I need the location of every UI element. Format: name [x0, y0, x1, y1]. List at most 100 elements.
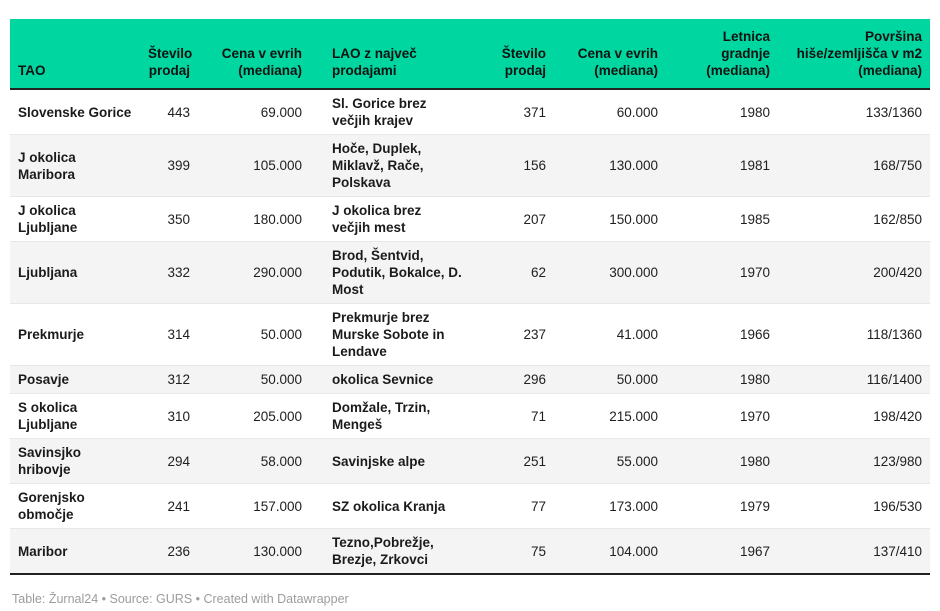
table-cell: Savinjske alpe — [310, 438, 470, 484]
table-cell: 443 — [167, 104, 190, 120]
table-cell: 156 — [470, 134, 554, 197]
table-cell: 241 — [140, 483, 198, 529]
table-cell: 137/410 — [778, 528, 930, 575]
table-cell: 60.000 — [616, 104, 658, 120]
table-cell: 50.000 — [554, 365, 666, 394]
table-cell: 300.000 — [554, 241, 666, 304]
table-cell: Gorenjsko območje — [10, 483, 140, 529]
table-cell: 180.000 — [198, 196, 310, 242]
table-cell: S okolica Ljubljane — [10, 393, 140, 439]
table-cell: Tezno,Pobrežje, Brezje, Zrkovci — [310, 528, 470, 575]
table-cell: J okolica Ljubljane — [10, 196, 140, 242]
column-header: TAO — [10, 19, 140, 90]
table-cell: Prekmurje — [10, 303, 140, 366]
table-cell: Hoče, Duplek, Miklavž, Rače, Polskava — [310, 134, 470, 197]
table-cell: Domžale, Trzin, Mengeš — [310, 393, 470, 439]
table-cell: Savinsjko hribovje — [10, 438, 140, 484]
table-row: Posavje 312 50.000 okolica Sevnice 296 50.000… — [10, 365, 930, 394]
column-header: Letnica gradnje (mediana) — [666, 19, 778, 90]
table-cell: 104.000 — [554, 528, 666, 575]
table-cell: 205.000 — [198, 393, 310, 439]
table-cell: 1967 — [666, 528, 778, 575]
table-cell: 116/1400 — [778, 365, 930, 394]
table-row: Savinsjko hribovje 294 58.000 Savinjske alp… — [10, 438, 930, 484]
table-cell: 71 — [470, 393, 554, 439]
table-body: Slovenske Gorice 443 69.000 Sl. Gorice brez… — [10, 89, 930, 575]
table-cell: 123/980 — [778, 438, 930, 484]
table-cell: J okolica brez večjih mest — [310, 196, 470, 242]
table-cell: 312 — [140, 365, 198, 394]
table-row: Prekmurje 314 50.000 Prekmurje brez Murske … — [10, 303, 930, 366]
table-cell: 77 — [470, 483, 554, 529]
table-cell: 296 — [470, 365, 554, 394]
table-cell: 150.000 — [554, 196, 666, 242]
table-cell: 196/530 — [778, 483, 930, 529]
table-cell: Ljubljana — [10, 241, 140, 304]
table-cell: 130.000 — [554, 134, 666, 197]
table-cell: SZ okolica Kranja — [310, 483, 470, 529]
table-cell: 69.000 — [260, 104, 302, 120]
table-cell: 173.000 — [554, 483, 666, 529]
table-row: J okolica Maribora 399 105.000 Hoče, Duplek… — [10, 134, 930, 197]
table-cell: Sl. Gorice brez večjih krajev — [332, 96, 427, 128]
column-header: LAO z največ prodajami — [310, 19, 470, 90]
table-cell: 118/1360 — [778, 303, 930, 366]
table-header: TAO Število prodaj Cena v evrih (mediana) L… — [10, 19, 930, 90]
column-header: Površina hiše/zemljišča v m2 (mediana) — [778, 19, 930, 90]
table-cell: 168/750 — [778, 134, 930, 197]
table-cell: 215.000 — [554, 393, 666, 439]
table-cell: 1970 — [666, 393, 778, 439]
table-cell: 399 — [140, 134, 198, 197]
table-cell: 1970 — [666, 241, 778, 304]
table-cell: 1966 — [666, 303, 778, 366]
table-row: Maribor 236 130.000 Tezno,Pobrežje, Brezje,… — [10, 528, 930, 575]
column-header: Število prodaj — [140, 19, 198, 90]
table-cell: Maribor — [10, 528, 140, 575]
column-header: Število prodaj — [470, 19, 554, 90]
table-cell: 198/420 — [778, 393, 930, 439]
table-cell: 332 — [140, 241, 198, 304]
table-cell: 50.000 — [198, 303, 310, 366]
table-cell: 310 — [140, 393, 198, 439]
table-cell: 1985 — [666, 196, 778, 242]
header-row: TAO Število prodaj Cena v evrih (mediana) L… — [10, 19, 930, 90]
table-cell: 207 — [470, 196, 554, 242]
table-cell: 75 — [470, 528, 554, 575]
table-cell: 237 — [470, 303, 554, 366]
table-cell: 130.000 — [198, 528, 310, 575]
table-cell: okolica Sevnice — [310, 365, 470, 394]
table-cell: 105.000 — [198, 134, 310, 197]
column-header: Cena v evrih (mediana) — [198, 19, 310, 90]
table-row: Slovenske Gorice 443 69.000 Sl. Gorice brez… — [10, 89, 930, 135]
table-cell: Posavje — [10, 365, 140, 394]
table-cell: 1981 — [666, 134, 778, 197]
column-header: Cena v evrih (mediana) — [554, 19, 666, 90]
table-cell: 162/850 — [778, 196, 930, 242]
table-cell: 314 — [140, 303, 198, 366]
table-cell: 1980 — [666, 365, 778, 394]
table-cell: J okolica Maribora — [10, 134, 140, 197]
table-cell: 290.000 — [198, 241, 310, 304]
table-cell: 1979 — [666, 483, 778, 529]
table-cell: 251 — [470, 438, 554, 484]
table-cell: 1980 — [666, 438, 778, 484]
table-cell: 350 — [140, 196, 198, 242]
table-row: S okolica Ljubljane 310 205.000 Domžale, Tr… — [10, 393, 930, 439]
table-cell: 371 — [523, 104, 546, 120]
table-cell: 58.000 — [198, 438, 310, 484]
table-cell: Brod, Šentvid, Podutik, Bokalce, D. Most — [310, 241, 470, 304]
table-cell: 1980 — [739, 104, 770, 120]
table-cell: 157.000 — [198, 483, 310, 529]
table-cell: 200/420 — [778, 241, 930, 304]
table-row: Ljubljana 332 290.000 Brod, Šentvid, Poduti… — [10, 241, 930, 304]
table-cell: 41.000 — [554, 303, 666, 366]
table-row: J okolica Ljubljane 350 180.000 J okolica b… — [10, 196, 930, 242]
table-cell: 50.000 — [198, 365, 310, 394]
table-row: Gorenjsko območje 241 157.000 SZ okolica Kr… — [10, 483, 930, 529]
table-cell: 294 — [140, 438, 198, 484]
table-cell: 236 — [140, 528, 198, 575]
data-table: TAO Število prodaj Cena v evrih (mediana) L… — [10, 19, 930, 575]
table-cell: Slovenske Gorice — [18, 104, 132, 120]
table-cell: 133/1360 — [865, 104, 922, 120]
